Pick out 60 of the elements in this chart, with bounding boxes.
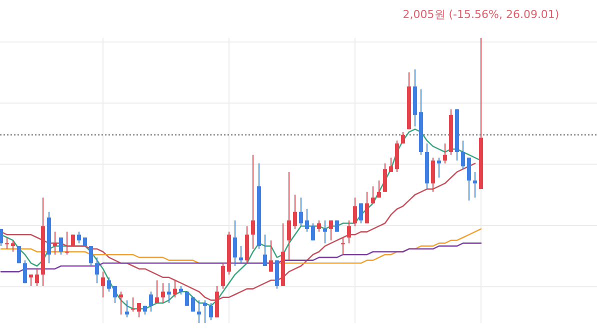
candlestick (166, 282, 172, 304)
candlestick (16, 246, 22, 264)
candlestick (124, 300, 130, 318)
candlestick (400, 132, 406, 144)
candlestick (28, 274, 34, 286)
candlestick (262, 234, 268, 266)
candlestick (22, 260, 28, 284)
candlestick (436, 157, 442, 178)
candlestick (376, 180, 382, 198)
candlestick (286, 171, 292, 261)
candlestick (106, 276, 112, 292)
candlestick (430, 157, 436, 192)
candlestick (316, 220, 322, 232)
candlestick (250, 154, 256, 250)
candlestick (202, 300, 208, 324)
candlestick (442, 142, 448, 164)
candlestick (382, 162, 388, 192)
candlestick (358, 202, 364, 224)
candlestick (0, 228, 4, 247)
candlestick (130, 296, 136, 312)
candlestick (370, 186, 376, 204)
candlestick (388, 157, 394, 172)
candlestick (88, 246, 94, 266)
candlestick (118, 291, 124, 315)
candlestick (352, 197, 358, 227)
candlestick (208, 302, 214, 321)
candlestick (136, 302, 142, 318)
candlestick (154, 280, 160, 304)
candlestick (160, 282, 166, 304)
candlestick (310, 222, 316, 241)
candlestick (64, 231, 70, 256)
candlestick (58, 237, 64, 256)
candlestick (76, 231, 82, 244)
candlestick (148, 291, 154, 312)
candlestick (172, 280, 178, 298)
candlestick (196, 300, 202, 324)
candlestick (292, 194, 298, 230)
candlestick (472, 171, 478, 198)
candlestick (220, 262, 226, 290)
candlestick (322, 220, 328, 244)
candlestick (238, 246, 244, 264)
candlestick (112, 285, 118, 304)
candlestick (328, 220, 334, 241)
candlestick (298, 197, 304, 227)
candlestick (268, 240, 274, 272)
candlestick (232, 220, 238, 266)
candlestick (466, 157, 472, 201)
candlestick (460, 140, 466, 170)
candlestick (52, 231, 58, 256)
text: 2,005원 (-15.56%, 26.09.01) (402, 8, 560, 21)
candlestick (340, 237, 346, 256)
candlestick (10, 240, 16, 252)
candlestick (184, 291, 190, 306)
candlestick (4, 237, 10, 250)
candlestick (346, 220, 352, 244)
candlestick (304, 208, 310, 232)
candlestick (94, 256, 100, 284)
candlestick (364, 191, 370, 224)
candlestick (34, 268, 40, 286)
candlestick (100, 271, 106, 298)
